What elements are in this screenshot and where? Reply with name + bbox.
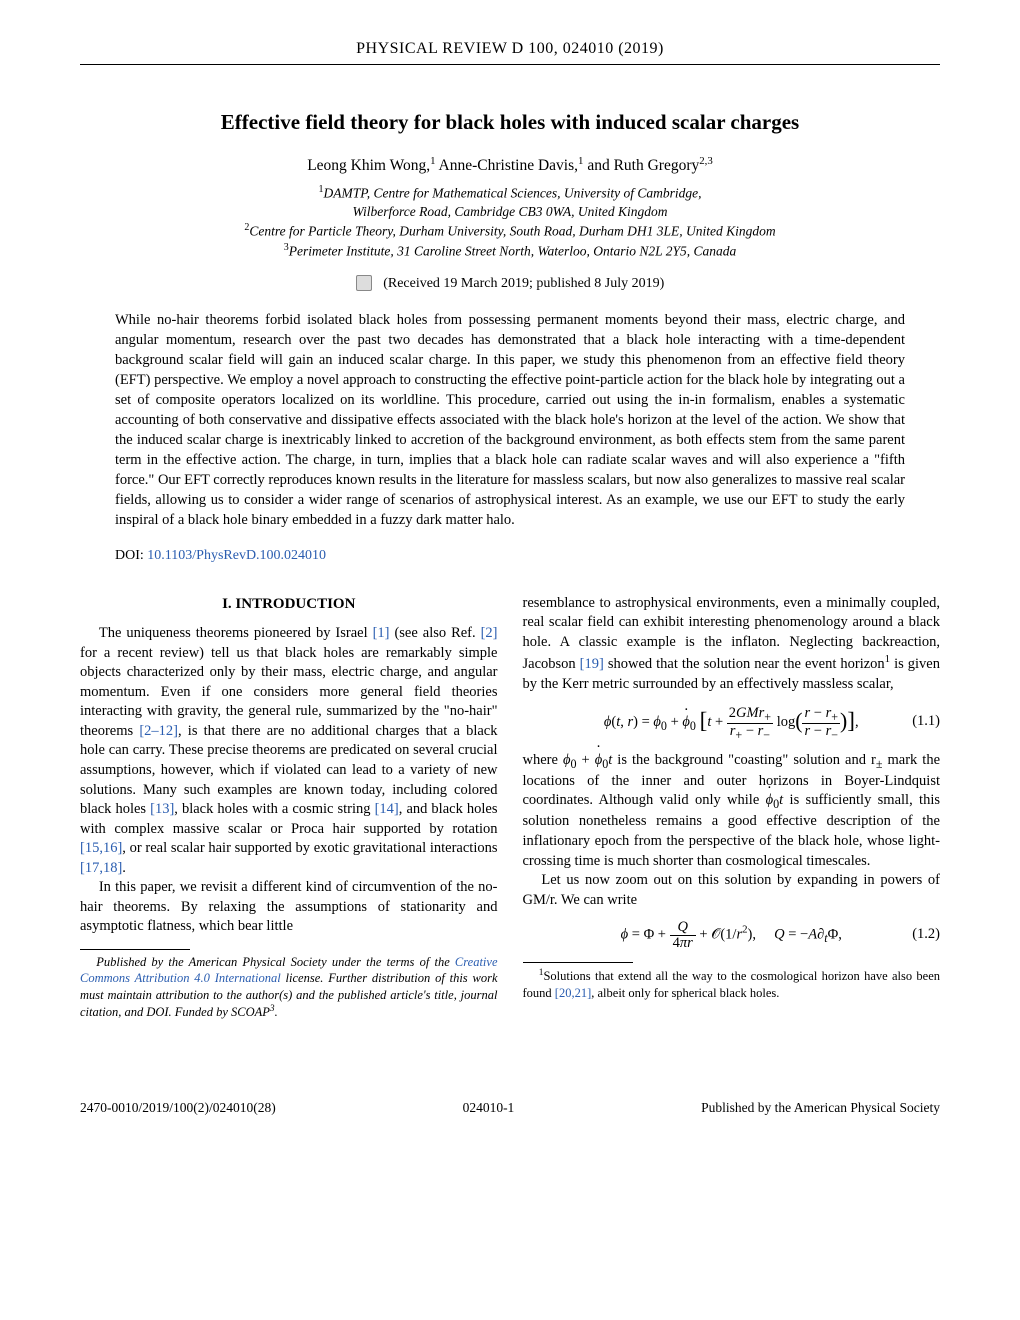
ref-17-18[interactable]: [17,18] (80, 860, 122, 876)
license-rule (80, 949, 190, 950)
intro-para-5: Let us now zoom out on this solution by … (523, 871, 941, 910)
affiliation-1b: Wilberforce Road, Cambridge CB3 0WA, Uni… (352, 204, 667, 219)
intro-para-2: In this paper, we revisit a different ki… (80, 878, 498, 937)
intro-para-3: resemblance to astrophysical environment… (523, 594, 941, 695)
crossmark-icon[interactable] (356, 275, 372, 291)
section-1-head: I. INTRODUCTION (80, 594, 498, 614)
ref-1[interactable]: [1] (373, 625, 390, 641)
footer-right: Published by the American Physical Socie… (701, 1100, 940, 1116)
doi: DOI: 10.1103/PhysRevD.100.024010 (115, 548, 905, 564)
equation-1-1: ϕ(t, r) = ϕ0 + ·ϕ0 [t + 2GMr+ r+ − r− lo… (523, 704, 941, 740)
doi-link[interactable]: 10.1103/PhysRevD.100.024010 (147, 548, 326, 563)
license-note: Published by the American Physical Socie… (80, 954, 498, 1020)
article-title: Effective field theory for black holes w… (80, 110, 940, 135)
doi-label: DOI: (115, 548, 144, 563)
affiliation-1a: DAMTP, Centre for Mathematical Sciences,… (324, 186, 702, 201)
intro-para-1: The uniqueness theorems pioneered by Isr… (80, 624, 498, 878)
ref-15-16[interactable]: [15,16] (80, 840, 122, 856)
body-columns: I. INTRODUCTION The uniqueness theorems … (80, 594, 940, 1020)
ref-19[interactable]: [19] (580, 656, 604, 672)
received-text: (Received 19 March 2019; published 8 Jul… (383, 276, 664, 291)
equation-1-2: ϕ = Φ + Q 4πr + 𝒪(1/r2), Q = −A∂tΦ, (1.2… (523, 920, 941, 950)
ref-2[interactable]: [2] (481, 625, 498, 641)
affiliation-2: Centre for Particle Theory, Durham Unive… (249, 224, 775, 239)
abstract: While no-hair theorems forbid isolated b… (115, 310, 905, 530)
running-head: PHYSICAL REVIEW D 100, 024010 (2019) (80, 40, 940, 65)
authors: Leong Khim Wong,1 Anne-Christine Davis,1… (80, 155, 940, 175)
ref-14[interactable]: [14] (375, 801, 399, 817)
eq-1-1-num: (1.1) (912, 713, 940, 733)
footer-left: 2470-0010/2019/100(2)/024010(28) (80, 1100, 276, 1116)
affiliation-3: Perimeter Institute, 31 Caroline Street … (289, 243, 737, 258)
footnote-1: 1Solutions that extend all the way to th… (523, 967, 941, 1001)
intro-para-4: where ϕ0 + ·ϕ0t is the background "coast… (523, 751, 941, 872)
footer-center: 024010-1 (463, 1100, 515, 1116)
eq-1-2-num: (1.2) (912, 926, 940, 946)
ref-2-12[interactable]: [2–12] (139, 723, 178, 739)
received-published: (Received 19 March 2019; published 8 Jul… (80, 276, 940, 292)
page-footer: 2470-0010/2019/100(2)/024010(28) 024010-… (0, 1070, 1020, 1136)
affiliations: 1DAMTP, Centre for Mathematical Sciences… (80, 183, 940, 260)
footnote-rule (523, 962, 633, 963)
ref-20-21[interactable]: [20,21] (555, 986, 591, 1000)
ref-13[interactable]: [13] (150, 801, 174, 817)
